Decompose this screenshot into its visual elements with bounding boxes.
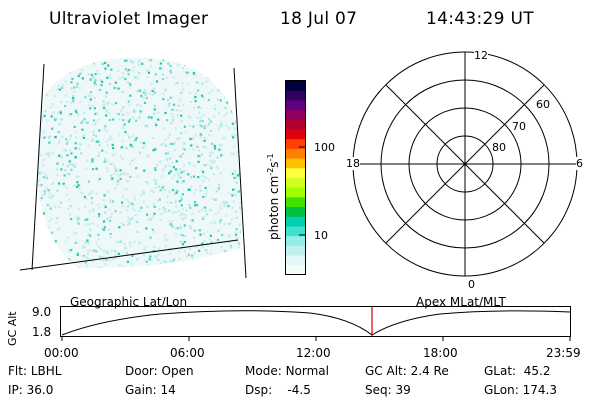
lat-label-80: 80 — [492, 141, 506, 154]
colorbar-cell — [286, 119, 305, 130]
altitude-curve — [61, 310, 571, 336]
info-gain: Gain: 14 — [125, 383, 176, 397]
colorbar-cell — [286, 226, 305, 237]
info-mode: Mode: Normal — [245, 364, 329, 378]
colorbar-cell — [286, 187, 305, 198]
mlt-label-18: 18 — [346, 157, 360, 170]
lat-label-60: 60 — [536, 98, 550, 111]
colorbar-tick-100: 100 — [314, 141, 335, 154]
colorbar-cell — [286, 178, 305, 189]
mlt-label-6: 6 — [576, 157, 583, 170]
info-door: Door: Open — [125, 364, 194, 378]
colorbar-cell — [286, 90, 305, 101]
strip-x-tick-2359: 23:59 — [546, 346, 581, 360]
colorbar-cell — [286, 236, 305, 247]
info-ip: IP: 36.0 — [8, 383, 54, 397]
strip-y-tick-bottom: 1.8 — [32, 325, 52, 339]
mlt-label-12: 12 — [474, 49, 488, 62]
colorbar-cell — [286, 207, 305, 218]
colorbar-cell — [286, 216, 305, 227]
observation-date: 18 Jul 07 — [280, 9, 358, 29]
strip-y-axis-label: GC Alt — [6, 311, 19, 346]
info-gc-alt: GC Alt: 2.4 Re — [365, 364, 449, 378]
info-seq: Seq: 39 — [365, 383, 411, 397]
info-glon: GLon: 174.3 — [484, 383, 557, 397]
strip-x-tick-1200: 12:00 — [296, 346, 331, 360]
info-dsp: Dsp: -4.5 — [245, 383, 311, 397]
strip-x-tick-0000: 00:00 — [44, 346, 79, 360]
colorbar-cell — [286, 81, 305, 92]
image-limb-line-left — [31, 63, 45, 271]
instrument-title: Ultraviolet Imager — [49, 9, 209, 29]
uv-image-panel — [19, 57, 247, 279]
lat-label-70: 70 — [512, 120, 526, 133]
polar-mlt-grid — [352, 51, 578, 277]
auroral-emission-image — [37, 57, 242, 269]
strip-left-label: Geographic Lat/Lon — [70, 295, 188, 309]
colorbar-tick-10: 10 — [314, 229, 328, 242]
colorbar-cell — [286, 265, 305, 275]
colorbar — [285, 80, 306, 275]
colorbar-unit-label: photon cm-2s-1 — [266, 153, 281, 240]
strip-x-tick-0600: 06:00 — [170, 346, 205, 360]
info-glat: GLat: 45.2 — [484, 364, 551, 378]
colorbar-cell — [286, 139, 305, 150]
strip-right-label: Apex MLat/MLT — [416, 295, 506, 309]
mlt-label-0: 0 — [468, 278, 475, 291]
strip-x-tick-1800: 18:00 — [423, 346, 458, 360]
colorbar-cell — [286, 129, 305, 140]
gc-altitude-strip — [60, 306, 571, 341]
info-flt: Flt: LBHL — [8, 364, 62, 378]
colorbar-cell — [286, 100, 305, 111]
colorbar-cell — [286, 158, 305, 169]
image-limb-line-right — [233, 67, 247, 279]
colorbar-cell — [286, 245, 305, 257]
colorbar-cell — [286, 255, 305, 266]
image-limb-line-bottom — [19, 239, 239, 271]
observation-time: 14:43:29 UT — [426, 9, 534, 29]
strip-y-tick-top: 9.0 — [32, 305, 52, 319]
colorbar-cell — [286, 197, 305, 208]
colorbar-cell — [286, 110, 305, 121]
colorbar-cell — [286, 148, 305, 160]
colorbar-cell — [286, 168, 305, 179]
